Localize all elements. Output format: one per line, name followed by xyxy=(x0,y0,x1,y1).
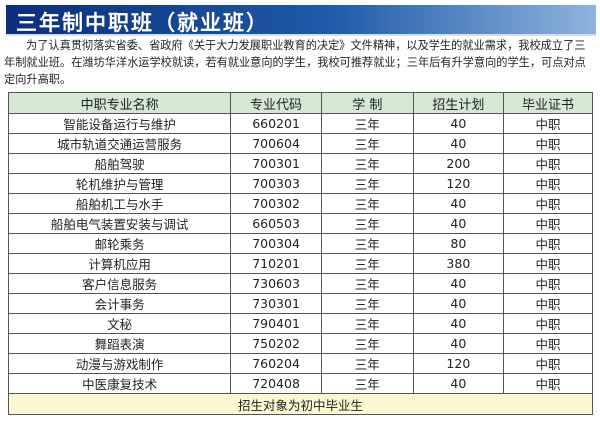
column-header: 招生计划 xyxy=(412,92,504,114)
table-row: 舞蹈表演 750202 三年 40 中职 xyxy=(7,333,594,354)
table-cell: 120 xyxy=(412,173,504,194)
table-row: 计算机应用 710201 三年 380 中职 xyxy=(7,253,594,274)
table-cell: 三年 xyxy=(320,313,414,334)
table-cell: 中职 xyxy=(502,113,594,134)
table-cell: 中职 xyxy=(502,293,594,314)
table-row: 文秘 790401 三年 40 中职 xyxy=(7,313,594,334)
table-cell: 轮机维护与管理 xyxy=(7,173,232,194)
table-cell: 邮轮乘务 xyxy=(7,233,232,254)
table-row: 智能设备运行与维护 660201 三年 40 中职 xyxy=(7,113,594,134)
section-title: 三年制中职班（就业班） xyxy=(16,11,269,35)
table-header: 中职专业名称 专业代码学 制招生计划 毕业证书 xyxy=(7,92,594,114)
table-cell: 200 xyxy=(412,153,504,174)
table-cell: 中职 xyxy=(502,253,594,274)
table-cell: 40 xyxy=(412,333,504,354)
table-cell: 40 xyxy=(412,193,504,214)
table-cell: 船舶机工与水手 xyxy=(7,193,232,214)
table-cell: 380 xyxy=(412,253,504,274)
table-row: 船舶驾驶 700301 三年 200 中职 xyxy=(7,153,594,174)
table-cell: 中职 xyxy=(502,173,594,194)
table-cell: 40 xyxy=(412,113,504,134)
table-row: 船舶电气装置安装与调试 660503 三年 40 中职 xyxy=(7,213,594,234)
table-cell: 40 xyxy=(412,293,504,314)
programs-table: 中职专业名称 专业代码学 制招生计划 毕业证书 智能设备运行与维护 660201 三年 4… xyxy=(7,92,594,415)
table-cell: 三年 xyxy=(320,233,414,254)
table-cell: 中职 xyxy=(502,273,594,294)
table-cell: 80 xyxy=(412,233,504,254)
table-cell: 动漫与游戏制作 xyxy=(7,353,232,374)
table-row: 轮机维护与管理 700303 三年 120 中职 xyxy=(7,173,594,194)
table-cell: 船舶驾驶 xyxy=(7,153,232,174)
table-cell: 三年 xyxy=(320,253,414,274)
table-cell: 三年 xyxy=(320,193,414,214)
table-cell: 700303 xyxy=(230,173,322,194)
table-cell: 三年 xyxy=(320,113,414,134)
table-cell: 750202 xyxy=(230,333,322,354)
table-cell: 三年 xyxy=(320,213,414,234)
table-row: 中医康复技术 720408 三年 40 中职 xyxy=(7,373,594,394)
table-cell: 三年 xyxy=(320,333,414,354)
table-cell: 730301 xyxy=(230,293,322,314)
table-cell: 700604 xyxy=(230,133,322,154)
table-cell: 700304 xyxy=(230,233,322,254)
table-cell: 中职 xyxy=(502,313,594,334)
column-header: 毕业证书 xyxy=(502,92,594,114)
table-cell: 三年 xyxy=(320,133,414,154)
table-cell: 中职 xyxy=(502,373,594,394)
table-cell: 舞蹈表演 xyxy=(7,333,232,354)
table-cell: 中职 xyxy=(502,233,594,254)
table-cell: 三年 xyxy=(320,293,414,314)
table-cell: 中职 xyxy=(502,193,594,214)
table-cell: 智能设备运行与维护 xyxy=(7,113,232,134)
table-row: 会计事务 730301 三年 40 中职 xyxy=(7,293,594,314)
table-cell: 中职 xyxy=(502,213,594,234)
table-cell: 城市轨道交通运营服务 xyxy=(7,133,232,154)
table-cell: 660201 xyxy=(230,113,322,134)
table-cell: 文秘 xyxy=(7,313,232,334)
table-cell: 三年 xyxy=(320,153,414,174)
intro-paragraph: 为了认真贯彻落实省委、省政府《关于大力发展职业教育的决定》文件精神，以及学生的就… xyxy=(4,39,586,86)
table-cell: 船舶电气装置安装与调试 xyxy=(7,213,232,234)
table-cell: 120 xyxy=(412,353,504,374)
table-cell: 760204 xyxy=(230,353,322,374)
table-cell: 40 xyxy=(412,273,504,294)
table-cell: 660503 xyxy=(230,213,322,234)
table-cell: 客户信息服务 xyxy=(7,273,232,294)
table-row: 邮轮乘务 700304 三年 80 中职 xyxy=(7,233,594,254)
table-cell: 三年 xyxy=(320,353,414,374)
table-cell: 710201 xyxy=(230,253,322,274)
table-cell: 40 xyxy=(412,313,504,334)
table-cell: 中医康复技术 xyxy=(7,373,232,394)
table-cell: 计算机应用 xyxy=(7,253,232,274)
table-cell: 中职 xyxy=(502,153,594,174)
table-cell: 三年 xyxy=(320,173,414,194)
table-cell: 790401 xyxy=(230,313,322,334)
table-cell: 会计事务 xyxy=(7,293,232,314)
table-cell: 三年 xyxy=(320,373,414,394)
table-cell: 730603 xyxy=(230,273,322,294)
table-row: 城市轨道交通运营服务 700604 三年 40 中职 xyxy=(7,133,594,154)
section-title-bar: 三年制中职班（就业班） xyxy=(6,5,596,36)
column-header: 中职专业名称 xyxy=(7,92,232,114)
table-cell: 40 xyxy=(412,213,504,234)
table-cell: 中职 xyxy=(502,333,594,354)
table-cell: 700301 xyxy=(230,153,322,174)
table-row: 客户信息服务 730603 三年 40 中职 xyxy=(7,273,594,294)
column-header: 学 制 xyxy=(320,92,414,114)
column-header: 专业代码 xyxy=(230,92,322,114)
table-cell: 中职 xyxy=(502,353,594,374)
table-row: 船舶机工与水手 700302 三年 40 中职 xyxy=(7,193,594,214)
table-cell: 40 xyxy=(412,133,504,154)
table-cell: 700302 xyxy=(230,193,322,214)
table-cell: 三年 xyxy=(320,273,414,294)
table-row: 动漫与游戏制作 760204 三年 120 中职 xyxy=(7,353,594,374)
table-cell: 720408 xyxy=(230,373,322,394)
table-cell: 中职 xyxy=(502,133,594,154)
table-footer-row: 招生对象为初中毕业生 xyxy=(8,393,593,415)
footer-note: 招生对象为初中毕业生 xyxy=(8,393,593,415)
table-cell: 40 xyxy=(412,373,504,394)
